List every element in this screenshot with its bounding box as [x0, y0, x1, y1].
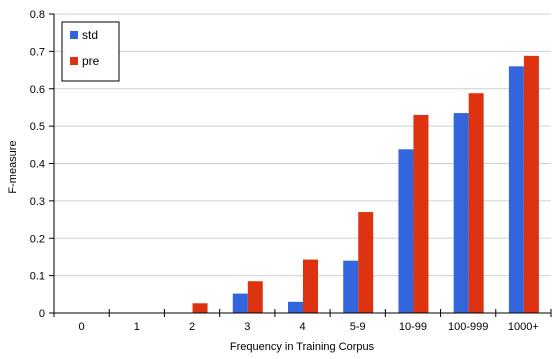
x-tick-label: 0	[79, 321, 85, 333]
bar-pre	[358, 212, 374, 313]
bar-pre	[413, 114, 429, 313]
gridlines	[54, 13, 551, 277]
bar-pre	[247, 281, 263, 313]
y-axis-title: F-measure	[7, 140, 19, 193]
y-tick-label: 0.4	[30, 159, 45, 171]
tick-labels: 0 0.1 0.2 0.3 0.4 0.5 0.6 0.7 0.8 0 1 2 3 4 5-9 10-99 10…	[30, 9, 539, 333]
x-tick-label: 1	[134, 321, 140, 333]
legend-label-std: std	[82, 28, 98, 42]
bar-std	[232, 293, 248, 313]
x-tick-label: 10-99	[399, 321, 427, 333]
bar-pre	[192, 303, 208, 313]
bar-std	[453, 113, 469, 313]
x-tick-label: 2	[189, 321, 195, 333]
legend: std pre	[61, 21, 120, 82]
y-tick-label: 0.6	[30, 84, 45, 96]
bar-std	[508, 66, 524, 313]
legend-swatch-pre	[70, 57, 78, 65]
y-tick-label: 0.8	[30, 9, 45, 21]
x-tick-label: 5-9	[350, 321, 366, 333]
y-tick-label: 0	[39, 308, 45, 320]
bar-std	[288, 301, 303, 313]
x-tick-label: 100-999	[448, 321, 488, 333]
bar-pre	[468, 93, 484, 313]
y-tick-label: 0.2	[30, 233, 45, 245]
bar-std	[398, 149, 414, 313]
y-tick-label: 0.3	[30, 196, 45, 208]
x-tick-label: 1000+	[508, 321, 539, 333]
legend-label-pre: pre	[82, 54, 100, 68]
bar-pre	[303, 259, 318, 313]
bars	[192, 55, 539, 314]
bar-std	[343, 260, 359, 313]
legend-swatch-std	[70, 31, 78, 39]
axes	[49, 13, 552, 317]
y-tick-label: 0.5	[30, 121, 45, 133]
x-tick-label: 4	[299, 321, 305, 333]
bar-pre	[523, 55, 539, 314]
y-tick-label: 0.1	[30, 271, 45, 283]
x-tick-label: 3	[244, 321, 250, 333]
y-tick-label: 0.7	[30, 46, 45, 58]
x-axis-title: Frequency in Training Corpus	[230, 341, 375, 353]
